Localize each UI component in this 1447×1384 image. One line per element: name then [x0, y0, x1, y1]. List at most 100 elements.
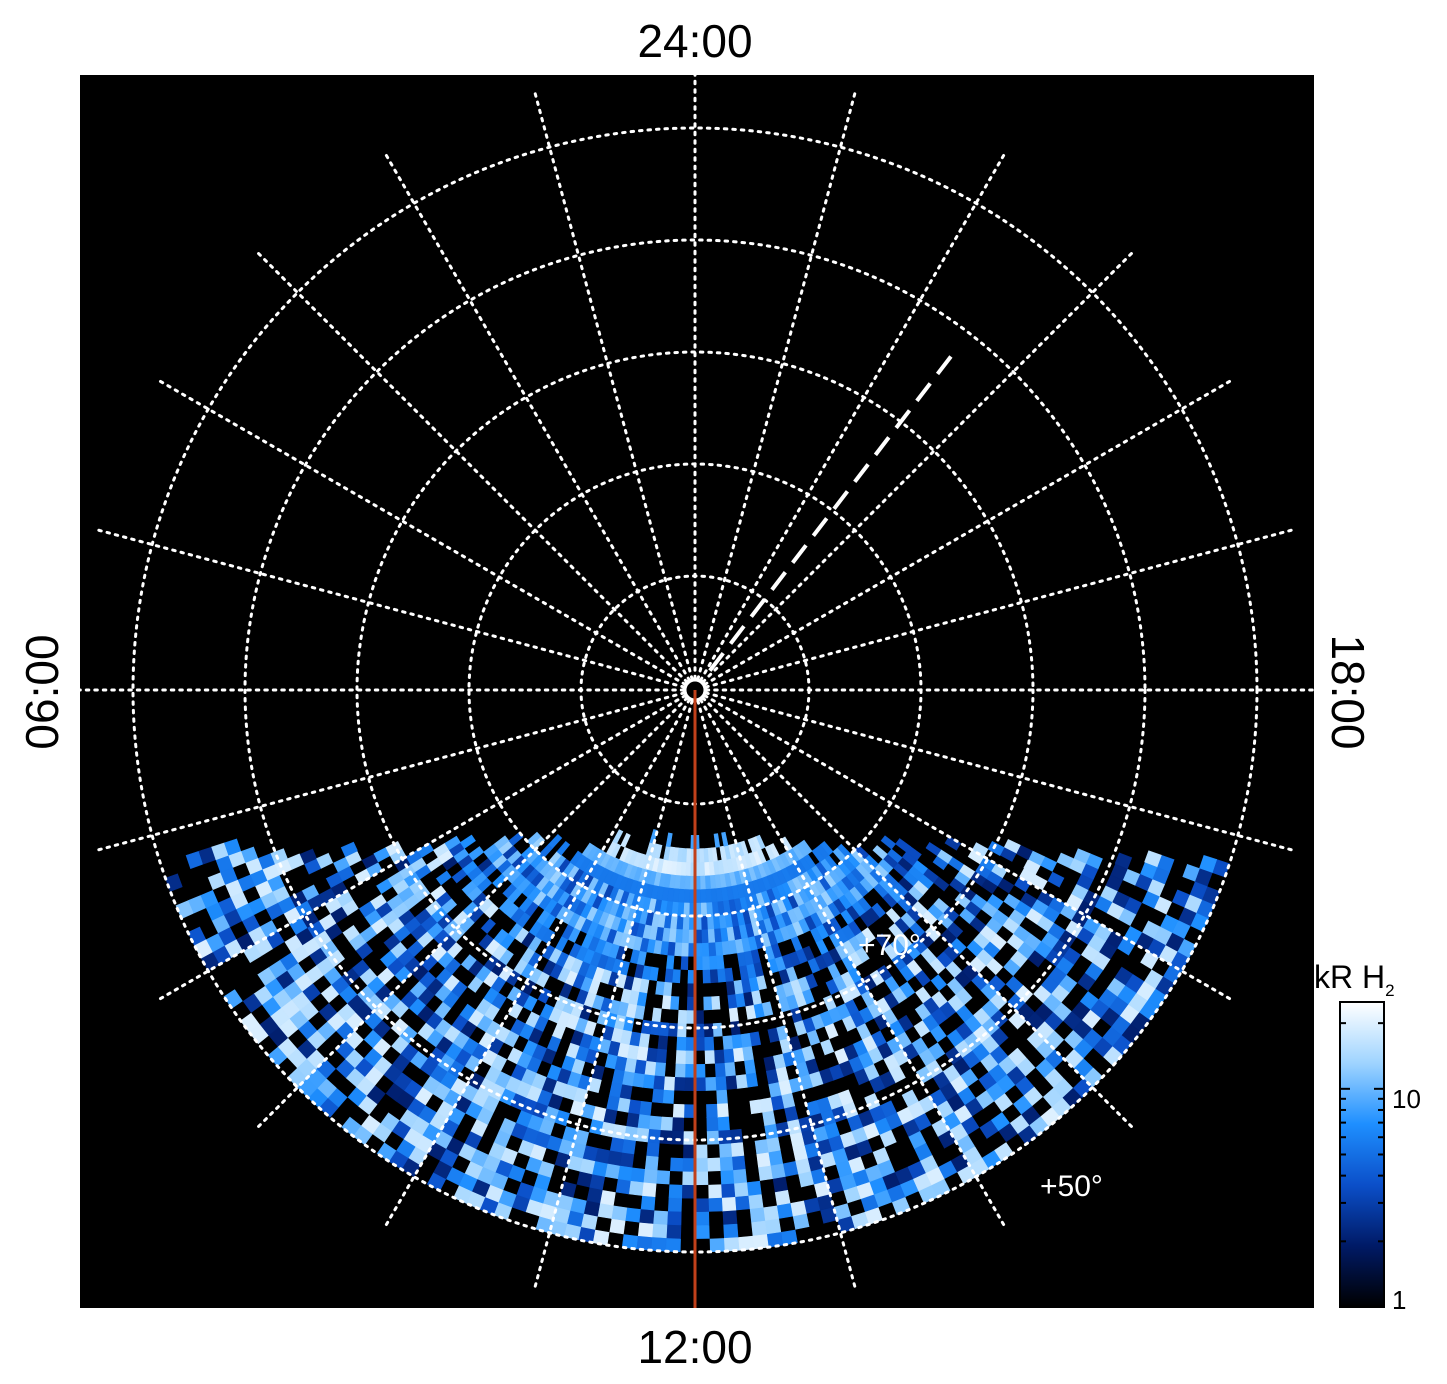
- heatmap-cell: [712, 1035, 724, 1051]
- heatmap-cell: [617, 1165, 633, 1181]
- heatmap-cell: [699, 875, 706, 890]
- local-time-right: 18:00: [1322, 634, 1374, 749]
- heatmap-cell: [665, 1237, 681, 1253]
- heatmap-cell: [638, 1100, 653, 1116]
- heatmap-cell: [633, 1140, 648, 1156]
- heatmap-cell: [769, 1162, 786, 1180]
- heatmap-cell: [749, 1206, 766, 1223]
- heatmap-cell: [709, 1237, 725, 1253]
- heatmap-cell: [680, 1211, 696, 1226]
- heatmap-cell: [701, 955, 710, 971]
- heatmap-cell: [647, 1128, 661, 1144]
- heatmap-cell: [656, 1034, 669, 1050]
- heatmap-cell: [658, 1021, 670, 1037]
- heatmap-cell: [694, 1090, 707, 1105]
- heatmap-cell: [630, 1166, 646, 1183]
- heatmap-cell: [667, 1022, 678, 1037]
- heatmap-cell: [704, 1076, 717, 1091]
- heatmap-cell: [710, 995, 721, 1010]
- heatmap-cell: [619, 1151, 635, 1168]
- heatmap-cell: [671, 1116, 685, 1132]
- heatmap-cell: [684, 1063, 696, 1078]
- heatmap-cell: [716, 967, 726, 983]
- heatmap-cell: [757, 1165, 773, 1181]
- heatmap-cell: [736, 1221, 753, 1238]
- heatmap-cell: [670, 981, 681, 997]
- heatmap-cell: [719, 1169, 735, 1185]
- heatmap-cell: [683, 1103, 696, 1118]
- heatmap-cell: [719, 1007, 731, 1023]
- heatmap-cell: [694, 1103, 707, 1118]
- heatmap-cell: [681, 1170, 696, 1186]
- heatmap-cell: [694, 1170, 709, 1186]
- heatmap-cell: [654, 1061, 667, 1077]
- heatmap-cell: [678, 982, 688, 997]
- heatmap-cell: [637, 1221, 654, 1238]
- heatmap-cell: [778, 1215, 796, 1233]
- heatmap-cell: [715, 954, 725, 970]
- heatmap-cell: [700, 915, 708, 930]
- heatmap-cell: [707, 1183, 722, 1199]
- heatmap-cell: [742, 1140, 757, 1156]
- heatmap-cell: [772, 1176, 788, 1193]
- heatmap-cell: [703, 1009, 713, 1024]
- heatmap-cell: [608, 1218, 626, 1235]
- heatmap-cell: [637, 1113, 651, 1129]
- heatmap-cell: [671, 968, 681, 984]
- heatmap-cell: [707, 941, 717, 957]
- heatmap-cell: [722, 1223, 739, 1239]
- heatmap-cell: [651, 1223, 668, 1239]
- heatmap-cell: [667, 1197, 683, 1212]
- heatmap-cell: [750, 1220, 767, 1236]
- heatmap-cell: [621, 1138, 637, 1155]
- heatmap-cell: [444, 835, 461, 851]
- heatmap-cell: [672, 1089, 685, 1105]
- heatmap-cell: [705, 1103, 718, 1118]
- local-time-bottom: 12:00: [637, 1321, 752, 1373]
- heatmap-cell: [721, 1196, 737, 1212]
- heatmap-cell: [725, 1074, 738, 1090]
- heatmap-cell: [708, 1210, 724, 1226]
- heatmap-cell: [774, 1189, 791, 1206]
- heatmap-cell: [641, 1181, 657, 1198]
- heatmap-cell: [708, 955, 718, 970]
- heatmap-cell: [666, 1035, 678, 1051]
- colorbar-tick-label-10: 10: [1392, 1084, 1421, 1114]
- heatmap-cell: [682, 901, 690, 917]
- heatmap-cell: [613, 1191, 630, 1208]
- heatmap-cell: [668, 1008, 679, 1024]
- heatmap-cell: [701, 969, 711, 984]
- heatmap-cell: [735, 1208, 752, 1224]
- heatmap-cell: [722, 1048, 735, 1064]
- heatmap-cell: [668, 1183, 683, 1199]
- heatmap-cell: [694, 1184, 709, 1199]
- heatmap-cell: [746, 1085, 761, 1101]
- heatmap-cell: [673, 1076, 686, 1091]
- heatmap-cell: [714, 1062, 726, 1078]
- heatmap-cell: [694, 1197, 710, 1213]
- heatmap-cell: [746, 1180, 762, 1196]
- latitude-label-70: +70°: [858, 929, 921, 962]
- heatmap-cell: [717, 1129, 732, 1145]
- heatmap-cell: [744, 1166, 760, 1183]
- heatmap-cell: [702, 995, 713, 1011]
- heatmap-cell: [718, 994, 729, 1010]
- heatmap-cell: [764, 1218, 782, 1235]
- heatmap-cell: [944, 836, 962, 851]
- heatmap-cell: [651, 1088, 664, 1104]
- emission-heatmap: [155, 829, 1230, 1253]
- heatmap-cell: [653, 1196, 669, 1212]
- heatmap-cell: [658, 1129, 673, 1145]
- heatmap-cell: [635, 1126, 650, 1143]
- heatmap-cell: [707, 1197, 723, 1212]
- heatmap-cell: [737, 1100, 752, 1116]
- heatmap-cell: [694, 1143, 708, 1159]
- heatmap-cell: [745, 1072, 759, 1088]
- heatmap-cell: [669, 1156, 684, 1172]
- heatmap-cell: [730, 1141, 745, 1157]
- heatmap-cell: [626, 1193, 643, 1210]
- local-time-top: 24:00: [637, 15, 752, 67]
- heatmap-cell: [694, 1224, 710, 1239]
- heatmap-cell: [681, 1184, 696, 1199]
- heatmap-cell: [661, 1102, 674, 1118]
